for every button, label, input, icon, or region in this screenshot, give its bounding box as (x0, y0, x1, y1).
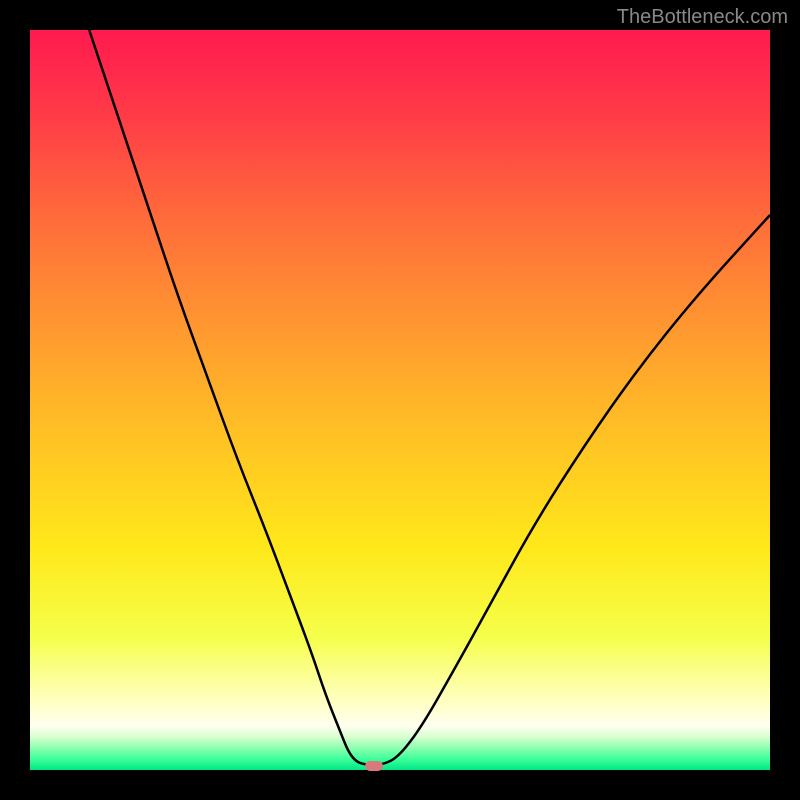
watermark-text: TheBottleneck.com (617, 6, 788, 29)
plot-area (30, 30, 770, 770)
curve-right-branch (374, 215, 770, 766)
bottleneck-curve (30, 30, 770, 770)
minimum-marker (365, 761, 383, 771)
curve-left-branch (89, 30, 374, 766)
